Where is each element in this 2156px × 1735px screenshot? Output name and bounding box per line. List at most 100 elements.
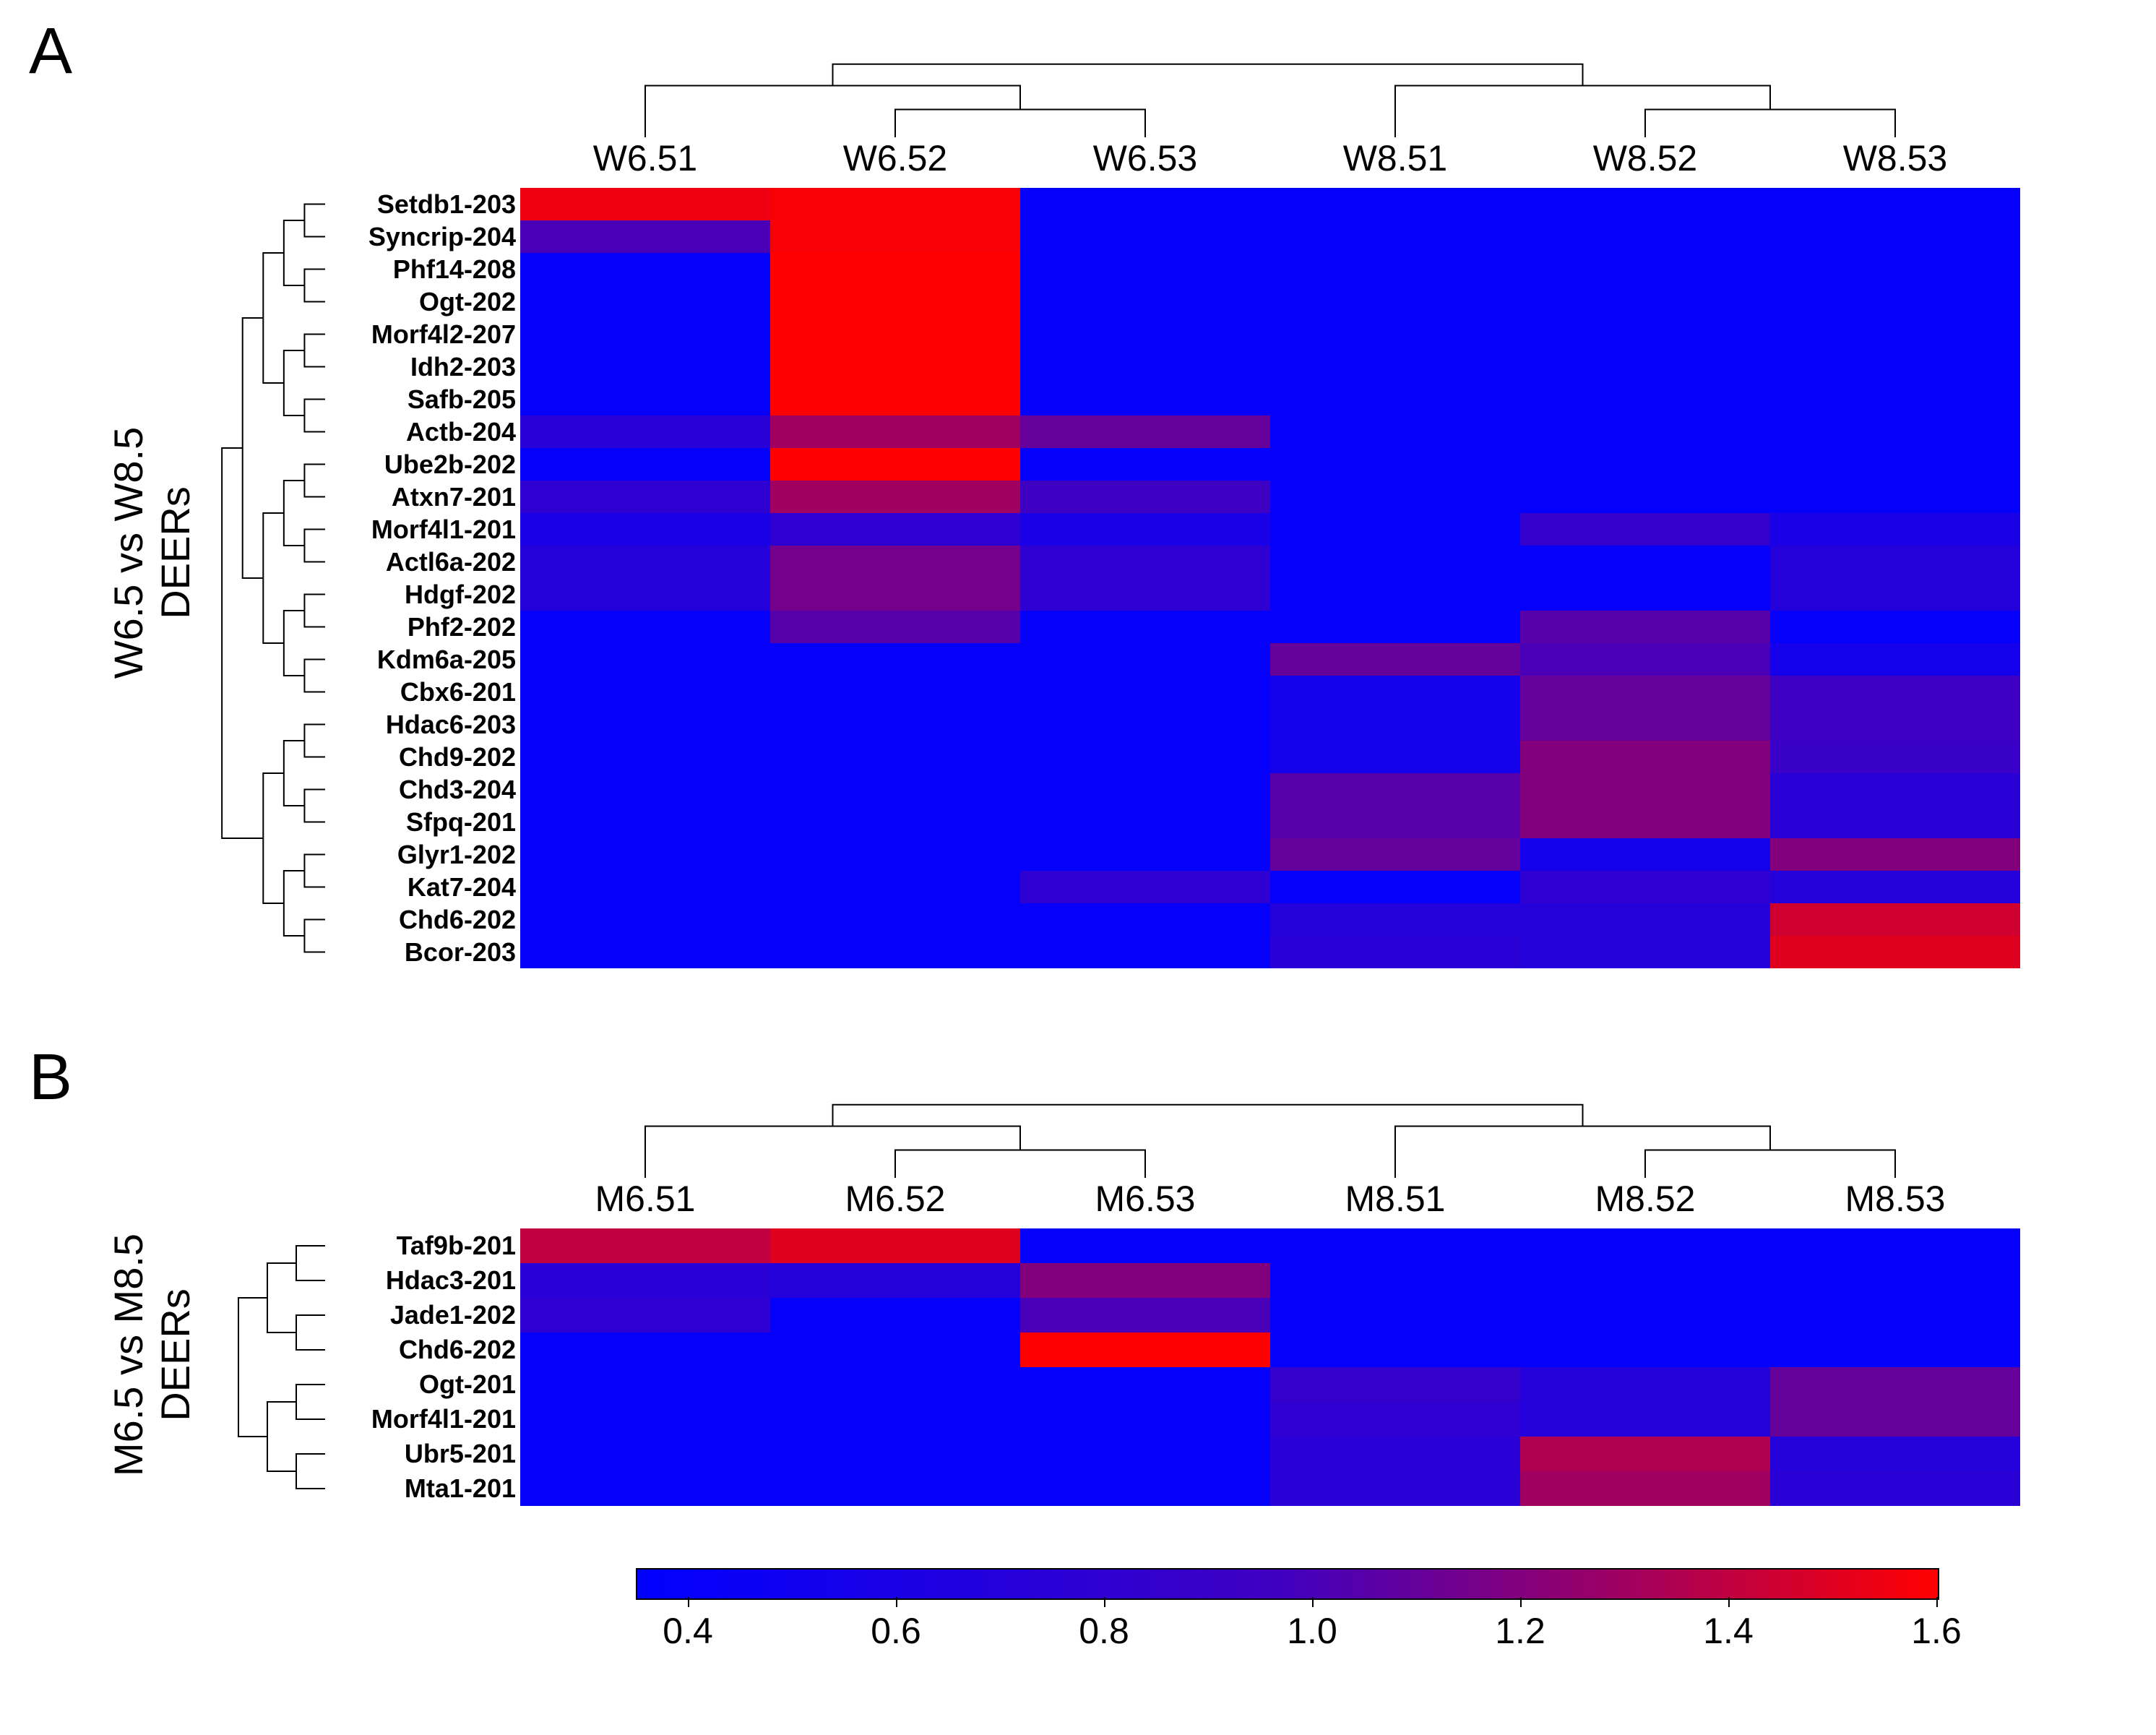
- heatmap-cell: [1770, 220, 2020, 253]
- legend-tick-mark: [1728, 1597, 1730, 1607]
- heatmap-cell: [1270, 383, 1520, 416]
- heatmap-cell: [520, 936, 770, 968]
- col-label: M8.52: [1520, 1178, 1770, 1228]
- heatmap-cell: [770, 611, 1020, 643]
- heatmap-cell: [1520, 1228, 1770, 1263]
- row-label: Morf4l1-201: [325, 513, 520, 546]
- heatmap-cell: [1020, 1471, 1270, 1506]
- heatmap-cell: [1520, 1471, 1770, 1506]
- heatmap-cell: [1270, 448, 1520, 481]
- legend-tick-label: 1.4: [1703, 1610, 1754, 1652]
- heatmap-cell: [1020, 546, 1270, 578]
- heatmap-cell: [1520, 903, 1770, 936]
- heatmap-cell: [1020, 773, 1270, 806]
- heatmap-cell: [1520, 318, 1770, 350]
- heatmap-cell: [1520, 481, 1770, 513]
- heatmap-cell: [1020, 1437, 1270, 1471]
- row-label: Sfpq-201: [325, 806, 520, 838]
- heatmap-cell: [1020, 513, 1270, 546]
- heatmap-cell: [520, 1471, 770, 1506]
- panel-a-ylabel-line1: W6.5 vs W8.5: [105, 300, 152, 806]
- heatmap-cell: [1520, 676, 1770, 708]
- heatmap-cell: [1770, 481, 2020, 513]
- heatmap-cell: [1770, 806, 2020, 838]
- panel-a-col-labels: W6.51W6.52W6.53W8.51W8.52W8.53: [520, 137, 2020, 188]
- heatmap-cell: [520, 220, 770, 253]
- heatmap-cell: [520, 903, 770, 936]
- heatmap-cell: [1270, 871, 1520, 903]
- heatmap-cell: [1770, 936, 2020, 968]
- heatmap-cell: [770, 871, 1020, 903]
- heatmap-cell: [520, 448, 770, 481]
- heatmap-cell: [1020, 318, 1270, 350]
- heatmap-cell: [1770, 188, 2020, 220]
- row-label: Hdac3-201: [325, 1263, 520, 1298]
- heatmap-cell: [1770, 871, 2020, 903]
- heatmap-cell: [1020, 220, 1270, 253]
- heatmap-cell: [1270, 220, 1520, 253]
- heatmap-cell: [1020, 285, 1270, 318]
- legend-tick-mark: [1104, 1597, 1105, 1607]
- heatmap-cell: [520, 611, 770, 643]
- heatmap-cell: [1520, 1333, 1770, 1367]
- heatmap-cell: [520, 1333, 770, 1367]
- heatmap-cell: [1520, 253, 1770, 285]
- heatmap-cell: [520, 1367, 770, 1402]
- legend-tick-label: 1.6: [1911, 1610, 1962, 1652]
- row-label: Phf2-202: [325, 611, 520, 643]
- legend-tick-label: 0.4: [663, 1610, 713, 1652]
- heatmap-cell: [520, 416, 770, 448]
- col-label: W8.51: [1270, 137, 1520, 188]
- heatmap-cell: [1520, 1437, 1770, 1471]
- heatmap-cell: [1770, 448, 2020, 481]
- heatmap-cell: [770, 318, 1020, 350]
- heatmap-cell: [1770, 416, 2020, 448]
- row-label: Chd3-204: [325, 773, 520, 806]
- heatmap-cell: [1520, 643, 1770, 676]
- heatmap-cell: [1270, 838, 1520, 871]
- heatmap-cell: [770, 578, 1020, 611]
- heatmap-cell: [1770, 1437, 2020, 1471]
- heatmap-cell: [1020, 1298, 1270, 1333]
- heatmap-cell: [1520, 350, 1770, 383]
- heatmap-cell: [1270, 350, 1520, 383]
- heatmap-cell: [520, 350, 770, 383]
- row-label: Syncrip-204: [325, 220, 520, 253]
- legend-tick-label: 0.6: [871, 1610, 921, 1652]
- heatmap-cell: [1770, 741, 2020, 773]
- legend-tick-label: 1.2: [1495, 1610, 1545, 1652]
- heatmap-cell: [520, 285, 770, 318]
- heatmap-cell: [520, 773, 770, 806]
- heatmap-cell: [770, 838, 1020, 871]
- row-label: Ube2b-202: [325, 448, 520, 481]
- heatmap-cell: [1020, 416, 1270, 448]
- heatmap-cell: [520, 806, 770, 838]
- col-label: W8.52: [1520, 137, 1770, 188]
- heatmap-cell: [1020, 838, 1270, 871]
- row-label: Ubr5-201: [325, 1437, 520, 1471]
- heatmap-cell: [1020, 350, 1270, 383]
- heatmap-cell: [520, 871, 770, 903]
- legend-tick-mark: [896, 1597, 897, 1607]
- heatmap-cell: [1770, 611, 2020, 643]
- heatmap-cell: [1270, 1228, 1520, 1263]
- row-label: Actb-204: [325, 416, 520, 448]
- col-label: W6.52: [770, 137, 1020, 188]
- panel-b-col-labels: M6.51M6.52M6.53M8.51M8.52M8.53: [520, 1178, 2020, 1228]
- heatmap-cell: [1770, 1263, 2020, 1298]
- heatmap-cell: [1520, 806, 1770, 838]
- row-label: Mta1-201: [325, 1471, 520, 1506]
- heatmap-cell: [520, 513, 770, 546]
- heatmap-cell: [1270, 676, 1520, 708]
- row-label: Morf4l1-201: [325, 1402, 520, 1437]
- heatmap-cell: [1520, 611, 1770, 643]
- heatmap-cell: [770, 936, 1020, 968]
- heatmap-cell: [770, 546, 1020, 578]
- heatmap-cell: [520, 253, 770, 285]
- heatmap-cell: [1770, 285, 2020, 318]
- col-label: M8.53: [1770, 1178, 2020, 1228]
- col-label: M6.52: [770, 1178, 1020, 1228]
- row-label: Morf4l2-207: [325, 318, 520, 350]
- col-label: W6.53: [1020, 137, 1270, 188]
- row-label: Phf14-208: [325, 253, 520, 285]
